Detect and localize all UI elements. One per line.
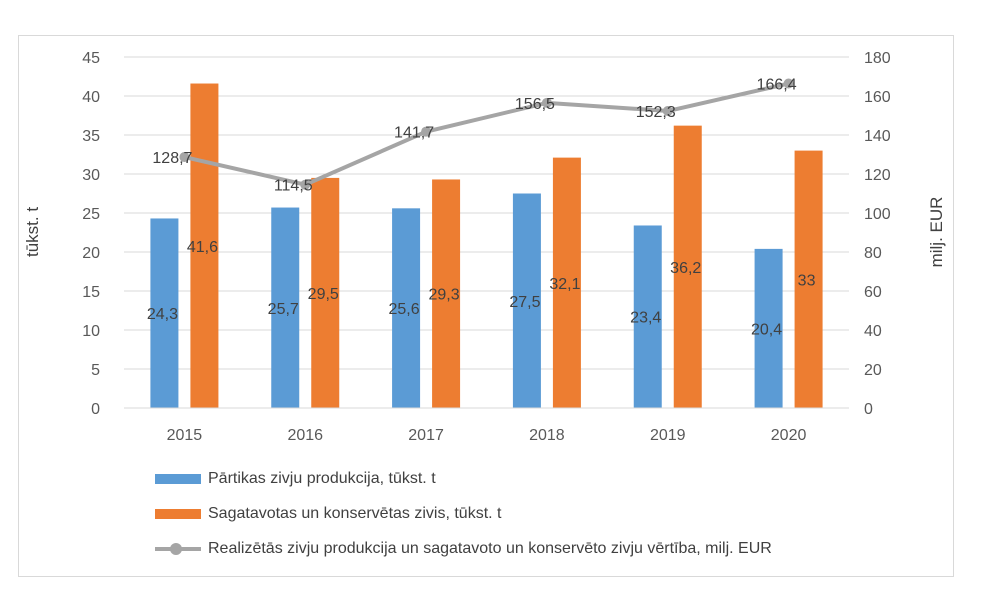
y-right-tick-label: 180 xyxy=(864,50,891,67)
legend-swatch-canned-fish xyxy=(155,509,201,519)
y-left-tick-label: 10 xyxy=(82,323,100,340)
data-label-value: 166,4 xyxy=(757,77,797,94)
legend-item-food-fish: Pārtikas zivju produkcija, tūkst. t xyxy=(155,468,436,490)
data-label-value: 156,5 xyxy=(515,96,555,113)
line-value-point xyxy=(783,78,794,89)
bar-food-fish xyxy=(754,248,783,408)
y-right-tick-label: 80 xyxy=(864,245,882,262)
data-label-food-fish: 25,6 xyxy=(389,301,420,318)
y-left-tick-label: 5 xyxy=(91,362,100,379)
data-label-food-fish: 25,7 xyxy=(268,301,299,318)
legend-label-canned-fish: Sagatavotas un konservētas zivis, tūkst.… xyxy=(208,505,502,522)
data-label-value: 152,3 xyxy=(636,104,676,121)
bar-canned-fish xyxy=(552,157,581,408)
y-left-tick-label: 45 xyxy=(82,50,100,67)
line-value-point xyxy=(179,152,190,163)
x-tick-label: 2018 xyxy=(529,427,565,444)
bar-canned-fish xyxy=(190,83,219,409)
y-left-tick-label: 30 xyxy=(82,167,100,184)
y-left-tick-label: 15 xyxy=(82,284,100,301)
bar-canned-fish xyxy=(432,179,461,408)
data-label-food-fish: 24,3 xyxy=(147,306,178,323)
bar-canned-fish xyxy=(673,125,702,408)
line-value-point xyxy=(300,179,311,190)
y-right-tick-label: 100 xyxy=(864,206,891,223)
x-tick-label: 2020 xyxy=(771,427,807,444)
data-label-canned-fish: 36,2 xyxy=(670,260,701,277)
y-right-tick-label: 20 xyxy=(864,362,882,379)
bar-canned-fish xyxy=(311,177,340,408)
line-value-point xyxy=(662,106,673,117)
legend-item-canned-fish: Sagatavotas un konservētas zivis, tūkst.… xyxy=(155,503,501,525)
y-left-tick-label: 35 xyxy=(82,128,100,145)
y-left-tick-label: 40 xyxy=(82,89,100,106)
y-right-tick-label: 40 xyxy=(864,323,882,340)
data-label-food-fish: 23,4 xyxy=(630,310,661,327)
line-value-series xyxy=(183,81,790,187)
y-right-tick-label: 120 xyxy=(864,167,891,184)
y-right-tick-label: 60 xyxy=(864,284,882,301)
data-label-canned-fish: 29,5 xyxy=(308,286,339,303)
data-label-canned-fish: 29,3 xyxy=(429,287,460,304)
data-label-canned-fish: 33 xyxy=(798,272,816,289)
legend-label-food-fish: Pārtikas zivju produkcija, tūkst. t xyxy=(208,470,436,487)
data-label-food-fish: 20,4 xyxy=(751,321,782,338)
legend-swatch-value xyxy=(155,543,201,555)
x-tick-label: 2019 xyxy=(650,427,686,444)
data-label-value: 141,7 xyxy=(394,125,434,142)
line-value-point xyxy=(421,126,432,137)
y-right-tick-label: 0 xyxy=(864,401,873,418)
data-label-canned-fish: 32,1 xyxy=(549,276,580,293)
bar-food-fish xyxy=(150,218,179,408)
x-tick-label: 2016 xyxy=(287,427,323,444)
x-tick-label: 2015 xyxy=(167,427,203,444)
line-value-point xyxy=(541,97,552,108)
y-right-axis-title: milj. EUR xyxy=(927,197,946,268)
y-left-tick-label: 25 xyxy=(82,206,100,223)
bar-food-fish xyxy=(392,208,421,408)
legend-item-value: Realizētās zivju produkcija un sagatavot… xyxy=(155,538,772,560)
legend-swatch-food-fish xyxy=(155,474,201,484)
y-left-axis-title: tūkst. t xyxy=(23,207,42,257)
bar-canned-fish xyxy=(794,150,823,408)
y-right-tick-label: 140 xyxy=(864,128,891,145)
bar-food-fish xyxy=(633,225,662,408)
bar-food-fish xyxy=(512,193,541,408)
data-label-value: 114,5 xyxy=(274,178,313,195)
data-label-value: 128,7 xyxy=(152,150,192,167)
data-label-food-fish: 27,5 xyxy=(509,294,540,311)
bar-food-fish xyxy=(271,207,300,408)
y-left-tick-label: 0 xyxy=(91,401,100,418)
legend-label-value: Realizētās zivju produkcija un sagatavot… xyxy=(208,540,772,557)
x-tick-label: 2017 xyxy=(408,427,444,444)
y-left-tick-label: 20 xyxy=(82,245,100,262)
data-label-canned-fish: 41,6 xyxy=(187,239,218,256)
y-right-tick-label: 160 xyxy=(864,89,891,106)
